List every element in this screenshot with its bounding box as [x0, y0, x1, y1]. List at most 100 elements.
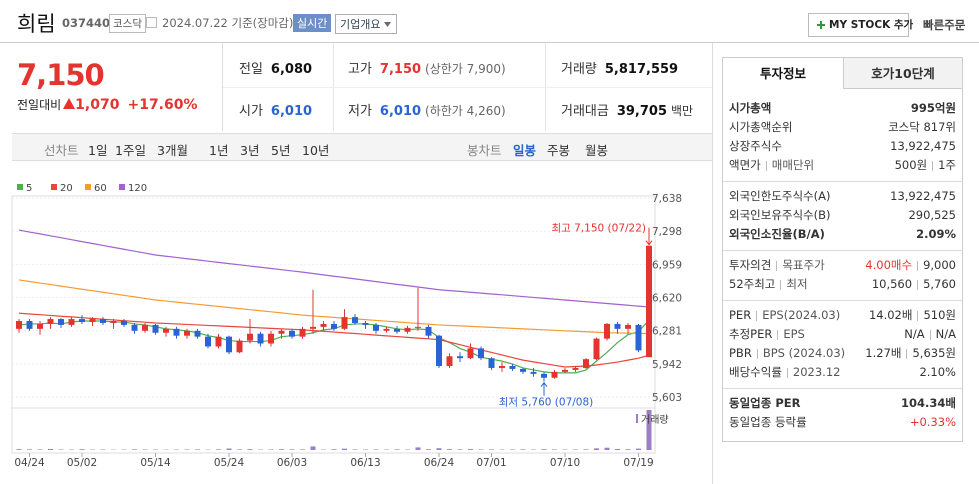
tab[interactable]: 투자정보 [759, 66, 806, 81]
legend-label: 60 [94, 183, 107, 194]
volume-bar [583, 449, 589, 450]
row-value: 14.02배 510원 [869, 306, 956, 325]
label-part: 투자의견 [729, 258, 772, 272]
candle-body [341, 317, 348, 329]
row-label: 외국인보유주식수(B) [729, 206, 831, 225]
stock-code: 037440 [62, 16, 111, 30]
x-tick-label: 06/24 [424, 457, 455, 469]
volume-bar [436, 448, 442, 450]
separator [917, 260, 919, 271]
candle-body [352, 317, 358, 323]
row-value: 13,922,475 [890, 187, 956, 206]
field-label: 고가 [348, 62, 372, 77]
period-button[interactable]: 1년 [209, 143, 229, 158]
candle-body [226, 336, 232, 353]
quote-fields: 전일 6,080 고가 7,150 (상한가 7,900) 거래량 5,817,559 시가 6… [222, 43, 713, 131]
candle-body [299, 328, 306, 337]
volume-legend-swatch [636, 414, 638, 423]
separator [786, 367, 788, 378]
moving-average-line [18, 229, 650, 308]
period-button[interactable]: 3개월 [157, 143, 188, 158]
company-info-button[interactable]: 기업개요 [335, 14, 398, 34]
tab[interactable]: 호가10단계 [843, 58, 962, 89]
candle-body [131, 324, 138, 331]
candle-body [16, 321, 22, 329]
field-label: 저가 [348, 104, 372, 119]
candle-body [205, 336, 211, 347]
value-part: 2.09% [916, 227, 956, 241]
candle-period-button[interactable]: 주봉 [547, 143, 571, 158]
line-chart-label: 선차트 [44, 143, 79, 158]
candle-period-button[interactable]: 일봉 [513, 143, 537, 158]
value-part: 1.27배 [865, 346, 902, 360]
row-value: +0.33% [910, 413, 956, 432]
candle-body [646, 245, 652, 358]
divider [712, 43, 713, 484]
candle-body [625, 324, 631, 329]
row-label: PER EPS(2024.03) [729, 306, 840, 325]
volume-bar [520, 449, 526, 450]
candle-body [635, 324, 642, 351]
current-price: 7,150 [17, 58, 105, 92]
volume-bar [625, 449, 631, 450]
separator [929, 329, 931, 340]
label-part: 동일업종 PER [729, 396, 801, 410]
x-tick-label: 05/14 [140, 457, 171, 469]
volume-bar [447, 449, 452, 450]
row-value: N/A N/A [904, 325, 956, 344]
volume-bar [615, 448, 620, 450]
value-part: 13,922,475 [890, 139, 956, 153]
volume-bar [16, 449, 22, 450]
candle-body [562, 369, 568, 372]
separator [932, 160, 934, 171]
period-button[interactable]: 10년 [302, 143, 330, 158]
candle-body [215, 336, 222, 347]
info-row: PER EPS(2024.03) 14.02배 510원 [723, 306, 962, 325]
value-part: 4.00매수 [865, 258, 913, 272]
value-part: 14.02배 [868, 308, 913, 322]
period-button[interactable]: 1주일 [115, 143, 146, 158]
label-part: 목표주가 [782, 258, 825, 272]
candle-body [394, 328, 400, 332]
volume-bar [79, 449, 85, 450]
row-value: 2.09% [916, 225, 956, 244]
legend-swatch [119, 184, 125, 190]
plus-icon [817, 21, 825, 29]
candle-body [404, 327, 411, 332]
company-info-text: 기업개요 [340, 18, 381, 31]
candle-body [37, 323, 43, 329]
candle-body [268, 333, 274, 344]
info-row: 동일업종 등락률 +0.33% [723, 413, 962, 432]
realtime-button[interactable]: 실시간 [293, 14, 332, 32]
high-annotation: 최고 7,150 (07/22) [551, 223, 646, 235]
volume-bar [300, 449, 305, 450]
candle-period-button[interactable]: 월봉 [585, 143, 609, 158]
legend-swatch [85, 184, 91, 190]
candle-body [121, 321, 127, 325]
info-row: 추정PER EPS N/A N/A [723, 325, 962, 344]
row-value: 코스닥 817위 [888, 118, 956, 137]
label-part: 외국인보유주식수(B) [729, 208, 831, 222]
change-rate: +17.60% [127, 97, 198, 113]
y-tick-label: 7,298 [652, 226, 682, 238]
field-label: 전일 [239, 62, 263, 77]
candle-body [551, 371, 558, 378]
candle-body [100, 319, 106, 323]
candle-body [436, 335, 442, 367]
candle-body [467, 348, 474, 359]
candle-body [520, 368, 526, 372]
period-button[interactable]: 5년 [271, 143, 291, 158]
period-button[interactable]: 1일 [88, 143, 108, 158]
volume-bar [216, 449, 221, 450]
period-button[interactable]: 3년 [240, 143, 260, 158]
quick-order[interactable]: 빠른주문 [923, 18, 966, 32]
candle-body [509, 366, 516, 369]
my-stock-button[interactable]: MY STOCK 추가 [808, 13, 913, 37]
row-value: 104.34배 [901, 394, 956, 413]
volume-bar [289, 449, 295, 450]
candle-body [499, 366, 505, 368]
field-note: (상한가 7,900) [425, 62, 506, 76]
quote-field: 전일 6,080 [239, 58, 312, 77]
candle-body [373, 324, 379, 331]
candle-body [58, 319, 64, 325]
